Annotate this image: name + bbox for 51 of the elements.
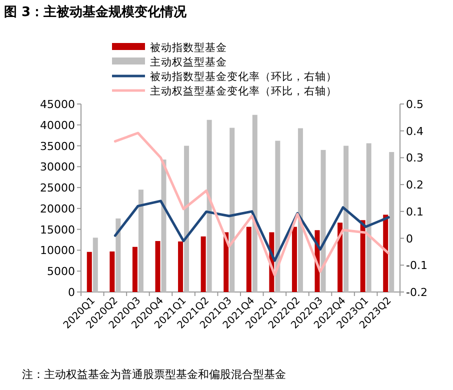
bar — [320, 150, 326, 292]
y-tick-label: 0 — [68, 286, 75, 299]
bar — [92, 238, 98, 292]
legend-label: 主动权益型基金 — [150, 56, 227, 68]
bar — [252, 114, 258, 292]
legend-label: 主动权益型基金变化率（环比，右轴） — [150, 84, 337, 98]
bar — [275, 140, 280, 292]
bar — [86, 252, 92, 292]
bar — [246, 226, 252, 292]
bar — [360, 220, 366, 292]
bar — [200, 236, 206, 292]
legend-label: 被动指数型基金变化率（环比，右轴） — [150, 70, 337, 83]
y-tick-label: 45000 — [40, 98, 75, 111]
chart-title: 图 3：主被动基金规模变化情况 — [4, 4, 188, 20]
line-series — [114, 200, 390, 262]
bar — [132, 246, 138, 292]
bar — [344, 146, 349, 292]
y-tick-label: 40000 — [40, 118, 75, 132]
bar — [383, 214, 388, 292]
y-tick-label: 15000 — [40, 223, 75, 236]
y2-tick-label: 0 — [406, 232, 413, 246]
y-tick-label: 5000 — [47, 265, 75, 278]
y-tick-label: 30000 — [40, 160, 75, 174]
line-series — [114, 132, 390, 276]
bar — [155, 241, 160, 292]
bar — [184, 146, 190, 292]
y2-tick-label: 0.4 — [406, 124, 424, 138]
bar — [338, 222, 343, 292]
y-tick-label: 25000 — [40, 182, 75, 195]
legend-label: 被动指数型基金 — [150, 41, 227, 54]
bar — [178, 241, 184, 292]
y-tick-label: 10000 — [40, 244, 75, 258]
bar — [366, 143, 372, 292]
bar — [116, 218, 121, 292]
y2-tick-label: 0.2 — [406, 178, 424, 192]
text: 注：主动权益基金为普通股票型基金和偏股混合型基金 — [22, 368, 286, 381]
bar — [161, 160, 166, 292]
y-tick-label: 20000 — [40, 202, 75, 216]
y2-tick-label: 0.5 — [406, 98, 424, 111]
y2-tick-label: -0.2 — [406, 286, 428, 299]
y2-tick-label: 0.3 — [406, 152, 424, 165]
bar — [292, 226, 297, 292]
y2-tick-label: -0.1 — [406, 259, 428, 272]
bar — [389, 152, 394, 292]
bar — [206, 120, 212, 292]
y2-tick-label: 0.1 — [406, 205, 424, 218]
y-tick-label: 35000 — [40, 140, 75, 153]
bar — [110, 251, 115, 292]
bar — [138, 190, 144, 292]
bar — [298, 128, 303, 292]
bar — [230, 128, 235, 292]
